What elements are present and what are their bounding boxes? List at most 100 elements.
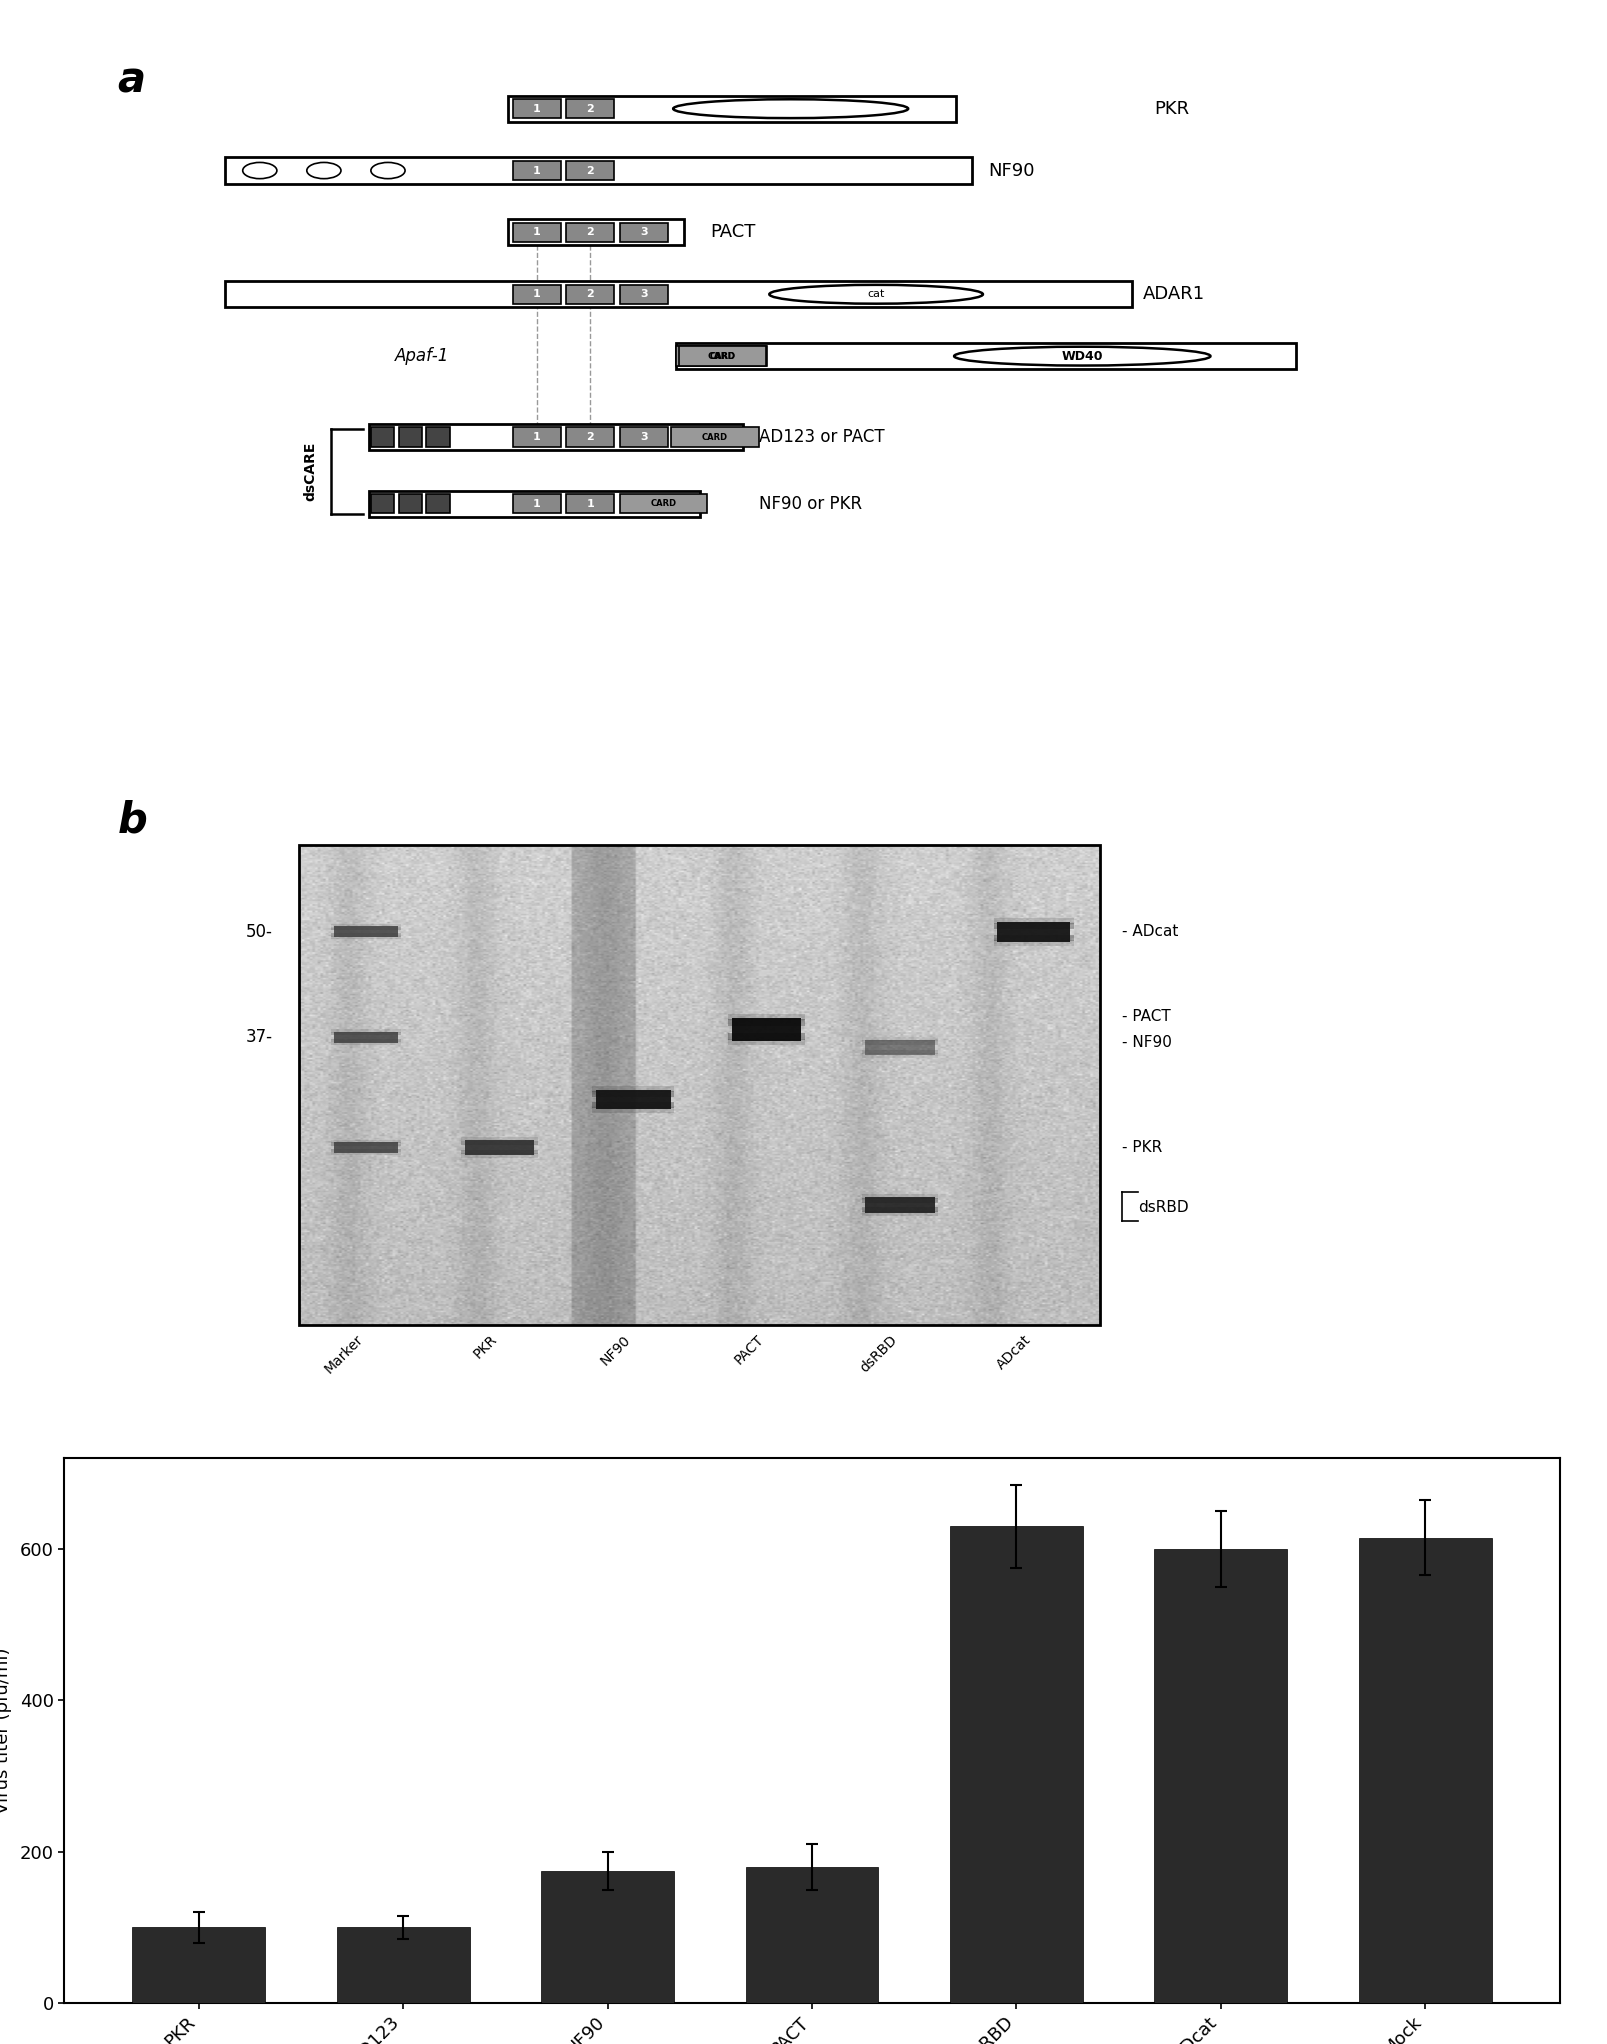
- Bar: [331, 1149, 402, 1153]
- Text: 2: 2: [587, 104, 595, 114]
- Bar: [368, 491, 699, 517]
- Bar: [728, 1014, 805, 1020]
- Text: ADAR1: ADAR1: [1143, 286, 1205, 303]
- Bar: [861, 1053, 938, 1059]
- Text: 3: 3: [640, 431, 648, 442]
- Text: CARD: CARD: [709, 352, 734, 360]
- Bar: [368, 423, 742, 450]
- Bar: [513, 427, 561, 448]
- Bar: [513, 284, 561, 305]
- Text: WD40: WD40: [1061, 350, 1102, 362]
- Y-axis label: Virus titer (pfu/ml): Virus titer (pfu/ml): [0, 1647, 11, 1813]
- Text: 2: 2: [587, 290, 595, 298]
- Bar: [225, 157, 972, 184]
- Ellipse shape: [673, 100, 908, 119]
- Bar: [566, 161, 614, 180]
- Text: 1: 1: [534, 104, 540, 114]
- Bar: [619, 284, 667, 305]
- Bar: [731, 1018, 800, 1040]
- Text: PKR: PKR: [471, 1333, 500, 1361]
- Bar: [542, 1870, 673, 2003]
- Bar: [993, 922, 1073, 928]
- Bar: [566, 495, 614, 513]
- Bar: [566, 427, 614, 448]
- Bar: [861, 1194, 938, 1200]
- Text: 1: 1: [534, 499, 540, 509]
- Bar: [619, 495, 707, 513]
- Bar: [331, 1032, 402, 1036]
- Text: ADcat: ADcat: [993, 1333, 1033, 1372]
- Text: 3: 3: [640, 227, 648, 237]
- Bar: [728, 1038, 805, 1044]
- Bar: [566, 284, 614, 305]
- Text: PKR: PKR: [1154, 100, 1188, 119]
- Bar: [461, 1141, 537, 1145]
- Bar: [331, 926, 402, 930]
- Text: 3: 3: [640, 290, 648, 298]
- Text: a: a: [117, 59, 146, 102]
- Bar: [591, 1108, 673, 1112]
- Bar: [566, 223, 614, 241]
- Text: - NF90: - NF90: [1122, 1034, 1172, 1051]
- Bar: [331, 1038, 402, 1042]
- Bar: [746, 1866, 877, 2003]
- Bar: [566, 98, 614, 119]
- Bar: [331, 1141, 402, 1143]
- Bar: [464, 1141, 534, 1155]
- Bar: [513, 161, 561, 180]
- Bar: [334, 1032, 399, 1042]
- Bar: [399, 495, 423, 513]
- Bar: [132, 1927, 265, 2003]
- Bar: [728, 1032, 805, 1040]
- Bar: [461, 1153, 537, 1159]
- Text: CARD: CARD: [651, 499, 677, 509]
- Bar: [861, 1036, 938, 1040]
- Bar: [461, 1136, 537, 1141]
- Bar: [993, 934, 1073, 940]
- Text: CARD: CARD: [707, 352, 736, 360]
- Bar: [331, 934, 402, 936]
- Text: 2: 2: [587, 227, 595, 237]
- Text: Apaf-1: Apaf-1: [394, 347, 448, 366]
- Bar: [950, 1527, 1082, 2003]
- Bar: [993, 940, 1073, 946]
- Ellipse shape: [768, 284, 982, 305]
- Bar: [619, 223, 667, 241]
- Text: PACT: PACT: [731, 1333, 767, 1367]
- Bar: [508, 219, 683, 245]
- Bar: [861, 1210, 938, 1216]
- Bar: [595, 1089, 670, 1110]
- Text: 1: 1: [534, 166, 540, 176]
- Bar: [461, 1149, 537, 1155]
- Bar: [371, 495, 394, 513]
- Text: 50-: 50-: [246, 922, 273, 940]
- Bar: [591, 1102, 673, 1108]
- Text: - PACT: - PACT: [1122, 1010, 1170, 1024]
- Bar: [331, 1042, 402, 1044]
- Bar: [591, 1085, 673, 1091]
- Text: - ADcat: - ADcat: [1122, 924, 1178, 938]
- Bar: [861, 1049, 938, 1055]
- Bar: [331, 936, 402, 940]
- Ellipse shape: [953, 347, 1210, 366]
- Bar: [371, 427, 394, 448]
- Text: - PKR: - PKR: [1122, 1141, 1162, 1155]
- Bar: [331, 1030, 402, 1032]
- Bar: [225, 282, 1131, 307]
- Bar: [677, 343, 1295, 370]
- Bar: [399, 427, 423, 448]
- Text: 1: 1: [534, 290, 540, 298]
- Bar: [993, 918, 1073, 924]
- Bar: [513, 495, 561, 513]
- Text: NF90 or PKR: NF90 or PKR: [759, 495, 861, 513]
- Bar: [1358, 1537, 1491, 2003]
- Bar: [426, 427, 450, 448]
- Bar: [677, 345, 767, 366]
- Bar: [336, 1927, 469, 2003]
- Ellipse shape: [307, 161, 341, 178]
- Text: AD123 or PACT: AD123 or PACT: [759, 427, 884, 446]
- Bar: [591, 1091, 673, 1096]
- Text: 1: 1: [534, 431, 540, 442]
- Ellipse shape: [243, 161, 276, 178]
- Bar: [508, 96, 956, 123]
